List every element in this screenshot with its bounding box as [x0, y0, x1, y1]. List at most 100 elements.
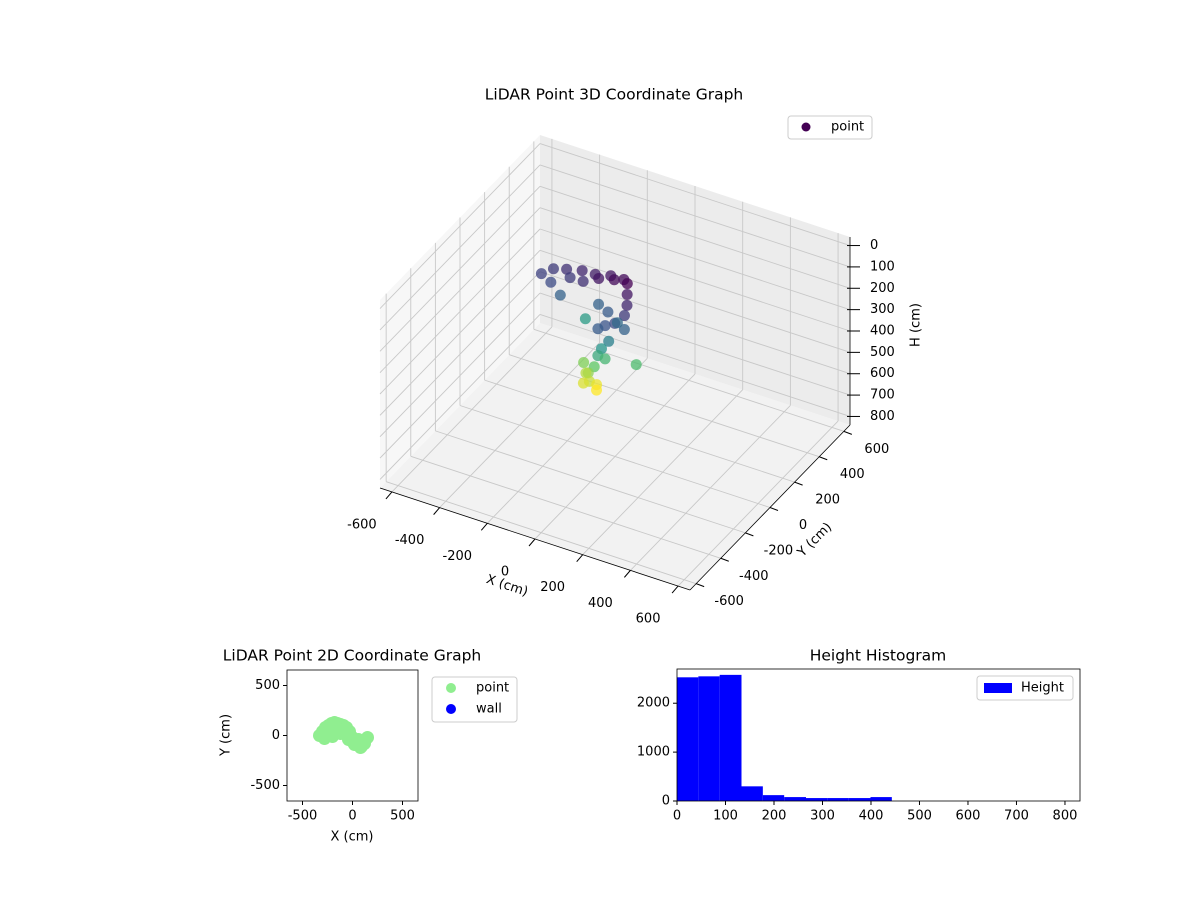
legend-label: point	[476, 681, 509, 696]
point	[621, 288, 633, 300]
point	[564, 272, 576, 284]
point	[618, 324, 630, 336]
tick-mark	[385, 491, 393, 500]
legend-marker	[446, 683, 456, 693]
z-tick-label: 200	[870, 281, 895, 296]
tick-mark	[671, 585, 679, 594]
x-tick-label: 200	[540, 580, 565, 595]
z-tick-label: 600	[870, 366, 895, 381]
z-tick-label: 500	[870, 345, 895, 360]
x-tick-label: 600	[956, 809, 981, 824]
grid-line	[539, 164, 851, 268]
legend-box	[976, 675, 1074, 701]
grid-line	[539, 185, 851, 289]
y-tick-label: -200	[764, 543, 794, 558]
grid-line	[539, 314, 851, 417]
axes-frame	[676, 668, 1081, 802]
point	[535, 268, 547, 280]
legend-label: wall	[476, 702, 502, 717]
legend-marker	[446, 704, 456, 714]
point	[618, 310, 630, 322]
point	[358, 734, 371, 747]
x-tick-label: 0	[348, 809, 356, 824]
y-tick-label: 2000	[637, 696, 670, 711]
grid-line	[539, 228, 851, 332]
bar	[677, 677, 699, 801]
z-tick-label: 800	[870, 409, 895, 424]
tick-mark	[769, 507, 779, 511]
grid-line	[484, 379, 795, 483]
grid-line	[379, 164, 541, 331]
grid-line	[539, 207, 851, 311]
point	[330, 721, 343, 734]
z-tick-label: 300	[870, 302, 895, 317]
tick-mark	[819, 456, 828, 461]
y-tick-label: 200	[815, 493, 840, 508]
y-axis-label: Y (cm)	[219, 714, 234, 757]
grid-line	[379, 228, 541, 395]
x-tick-label: 0	[501, 565, 509, 580]
chart-title: LiDAR Point 3D Coordinate Graph	[485, 86, 743, 104]
x-axis-label: X (cm)	[331, 830, 374, 845]
y-tick-label: 1000	[637, 745, 670, 760]
grid-line	[539, 143, 851, 246]
tick-mark	[576, 554, 584, 563]
chart-title: Height Histogram	[810, 647, 947, 665]
x-axis-line	[379, 487, 691, 591]
grid-line	[379, 314, 541, 480]
grid-line	[539, 271, 851, 375]
z-tick-label: 700	[870, 388, 895, 403]
bar	[698, 676, 720, 801]
bar	[762, 795, 785, 801]
grid-line	[410, 455, 721, 559]
y-tick-label: 400	[840, 467, 865, 482]
x-tick-label: -400	[395, 533, 425, 548]
x-tick-label: 300	[810, 809, 835, 824]
point	[602, 306, 614, 318]
point	[591, 384, 603, 396]
grid-line	[533, 328, 844, 432]
tick-mark	[695, 583, 705, 588]
x-tick-label: 400	[588, 596, 613, 611]
grid-line	[379, 185, 541, 352]
x-tick-label: 600	[636, 612, 661, 627]
y-tick-label: -600	[714, 594, 744, 609]
point	[593, 272, 605, 284]
bar	[870, 797, 892, 801]
point	[580, 367, 592, 379]
tick-mark	[794, 481, 803, 486]
y-tick-label: -500	[250, 778, 280, 793]
y-tick-label: 0	[799, 518, 807, 533]
legend-marker	[801, 122, 811, 132]
z-tick-label: 400	[870, 324, 895, 339]
x-tick-label: 100	[713, 809, 738, 824]
y-tick-label: 0	[662, 794, 670, 809]
bar	[848, 798, 871, 801]
grid-line	[539, 292, 851, 396]
point	[630, 359, 642, 371]
grid-line	[379, 207, 541, 373]
point	[621, 278, 633, 290]
tick-mark	[528, 538, 536, 547]
grid-line	[539, 249, 851, 353]
point	[577, 275, 589, 287]
x-tick-label: -200	[443, 549, 473, 564]
grid-line	[379, 292, 541, 459]
grid-line	[435, 430, 746, 534]
y-tick-label: 0	[272, 728, 280, 743]
tick-mark	[624, 570, 631, 578]
grid-line	[379, 250, 541, 416]
point	[578, 357, 590, 369]
grid-line	[459, 405, 771, 508]
grid-line	[509, 354, 820, 458]
bar	[827, 798, 849, 801]
tick-mark	[720, 557, 729, 562]
point	[621, 299, 633, 311]
grid-line	[386, 481, 697, 585]
y-axis-line	[689, 424, 851, 591]
x-tick-label: -500	[288, 809, 318, 824]
tick-mark	[843, 430, 853, 435]
x-tick-label: 500	[390, 809, 415, 824]
point	[576, 265, 588, 277]
